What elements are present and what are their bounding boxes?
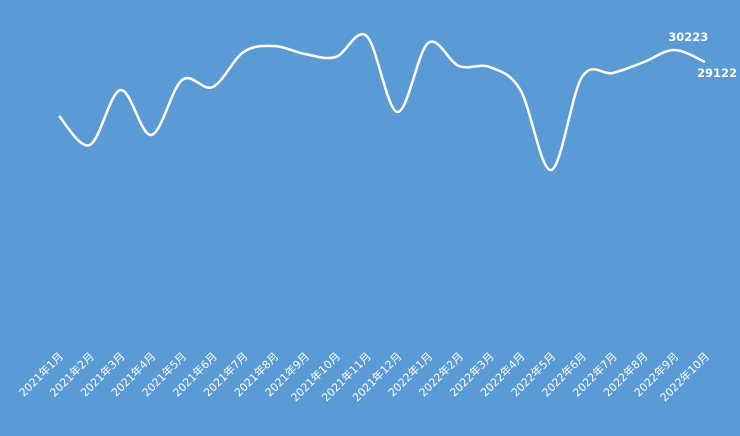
value-label: 30223	[668, 30, 708, 44]
series-line	[58, 32, 706, 172]
value-label: 29122	[697, 66, 737, 80]
